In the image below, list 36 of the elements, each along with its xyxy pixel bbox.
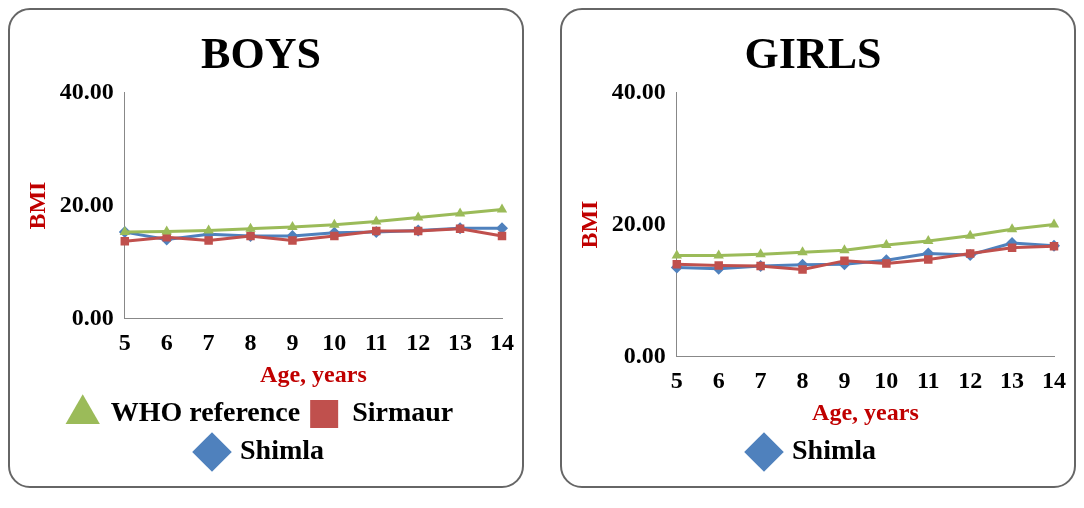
x-tick-label: 9 <box>286 329 299 355</box>
x-tick-label: 7 <box>754 367 767 393</box>
y-tick-label: 0.00 <box>623 341 666 368</box>
legend-label: Sirmaur <box>352 396 454 428</box>
x-tick-label: 7 <box>202 329 215 355</box>
x-tick-label: 10 <box>874 367 899 393</box>
x-tick-label: 9 <box>838 367 851 393</box>
y-tick-label: 20.00 <box>59 190 114 217</box>
x-tick-label: 12 <box>958 367 983 393</box>
y-axis-title: BMI <box>23 181 50 230</box>
legend-label: Shimla <box>239 434 325 466</box>
x-axis-title: Age, years <box>812 398 919 425</box>
x-axis-title: Age, years <box>260 360 367 387</box>
x-tick-label: 14 <box>1042 367 1066 393</box>
legend-label: Shimla <box>791 434 877 466</box>
y-tick-label: 40.00 <box>59 78 114 104</box>
legend-label: WHO reference <box>110 396 301 428</box>
chart-title: GIRLS <box>744 28 882 78</box>
x-tick-label: 8 <box>244 329 257 355</box>
x-tick-label: 5 <box>670 367 683 393</box>
x-tick-label: 10 <box>322 329 347 355</box>
y-tick-label: 0.00 <box>71 303 114 330</box>
x-tick-label: 5 <box>118 329 131 355</box>
x-tick-label: 14 <box>490 329 514 355</box>
x-tick-label: 11 <box>916 367 940 393</box>
x-tick-label: 12 <box>406 329 431 355</box>
x-tick-label: 13 <box>1000 367 1025 393</box>
x-tick-label: 8 <box>796 367 809 393</box>
y-tick-label: 20.00 <box>611 209 666 236</box>
y-axis-title: BMI <box>575 200 602 249</box>
x-tick-label: 11 <box>364 329 388 355</box>
chart-title: BOYS <box>201 28 321 78</box>
x-tick-label: 6 <box>160 329 173 355</box>
x-tick-label: 13 <box>448 329 473 355</box>
y-tick-label: 40.00 <box>611 78 666 104</box>
x-tick-label: 6 <box>712 367 725 393</box>
